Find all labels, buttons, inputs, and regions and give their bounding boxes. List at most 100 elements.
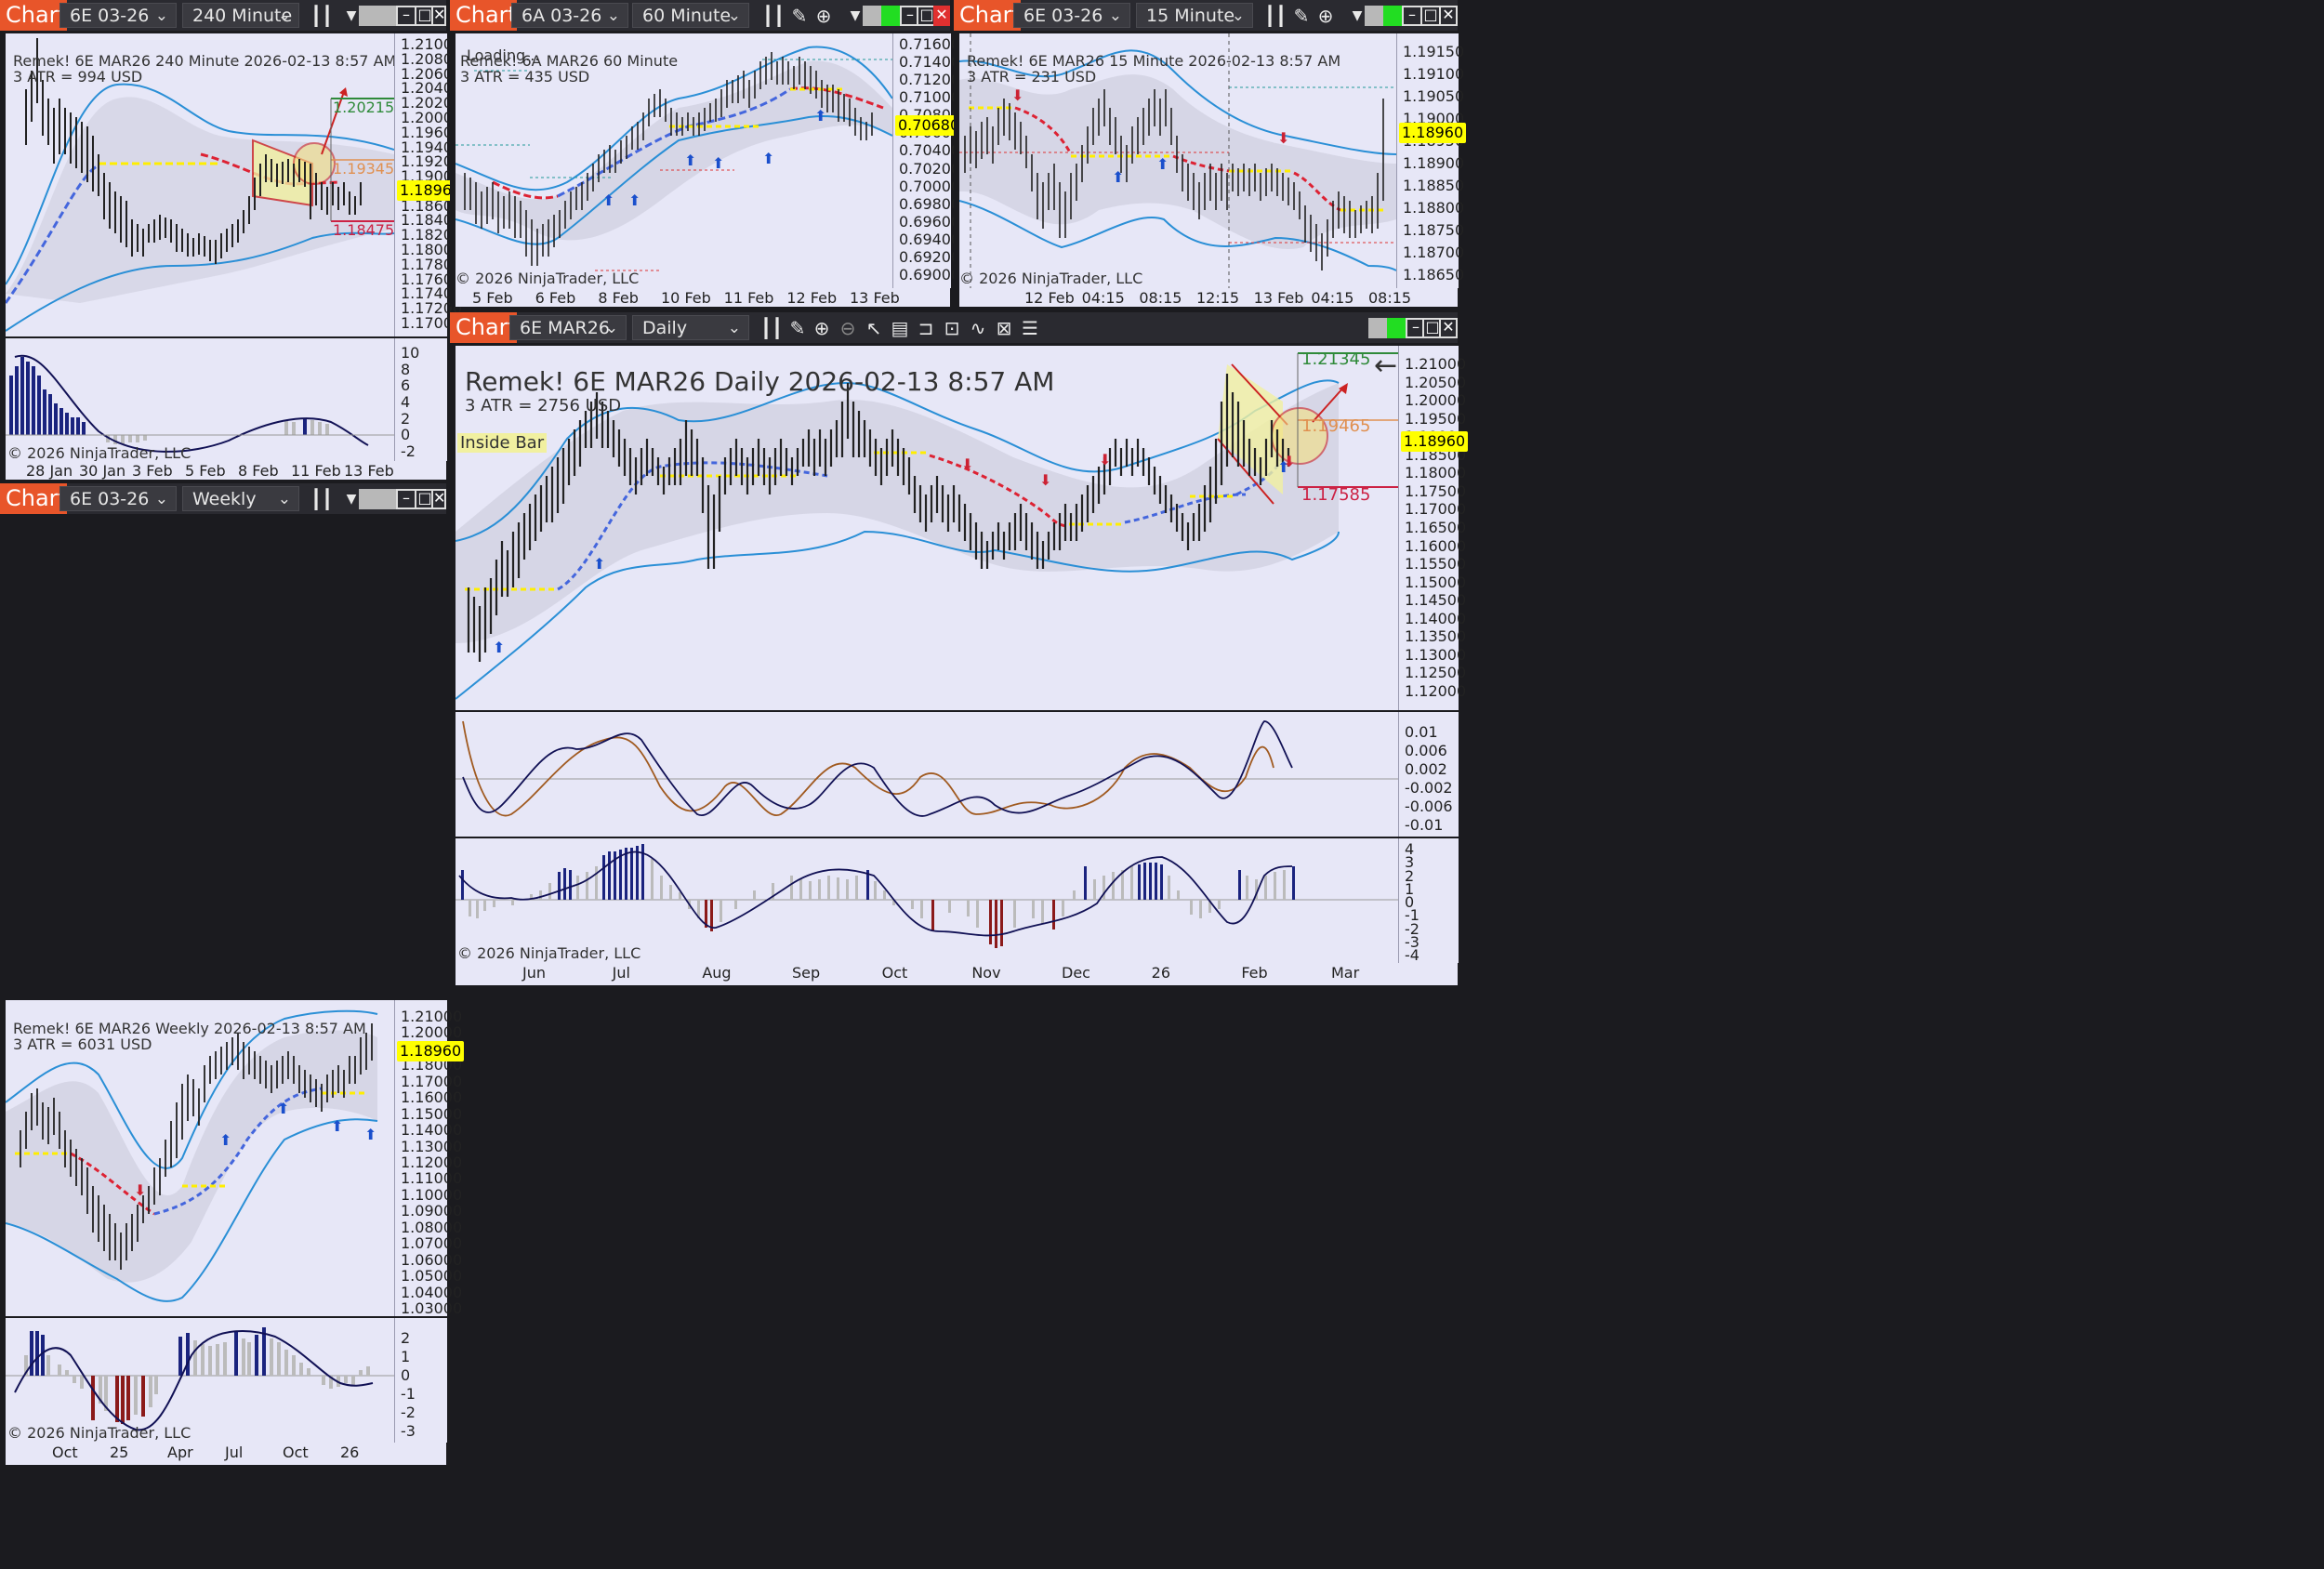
minimize-button[interactable]: – — [1402, 6, 1422, 26]
minimize-button[interactable]: – — [396, 489, 416, 509]
zoom-in-icon[interactable]: ⊕ — [813, 317, 830, 339]
axis-tick-label: 1.09000 — [401, 1202, 463, 1220]
axis-tick-label: 1.04000 — [401, 1283, 463, 1301]
price-panel[interactable]: Remek! 6E MAR26 240 Minute 2026-02-13 8:… — [6, 33, 394, 336]
axis-tick-label: 1.12000 — [1405, 682, 1467, 700]
chart-title: Remek! 6E MAR26 Weekly 2026-02-13 8:57 A… — [13, 1020, 366, 1037]
axis-tick-label: -3 — [401, 1422, 416, 1440]
instrument-selector[interactable]: 6E 03-26 ⌄ — [59, 3, 177, 28]
indicators-icon[interactable]: ∿ — [970, 317, 986, 339]
axis-tick-label: 1.14000 — [401, 1121, 463, 1140]
strategies-icon[interactable]: ⊠ — [996, 317, 1012, 339]
zoom-out-icon[interactable]: ⊖ — [839, 317, 856, 339]
axis-tick-label: 1.13500 — [1405, 627, 1467, 646]
chevron-down-icon: ⌄ — [1231, 7, 1245, 25]
interval-selector[interactable]: 60 Minute ⌄ — [632, 3, 749, 28]
zoom-icon[interactable]: ⊕ — [1317, 5, 1334, 27]
price-panel[interactable]: ⬇ ⬇ ⬆ ⬆ Remek! 6E MAR26 15 Minute 2026-02-… — [959, 33, 1396, 288]
axis-tick-label: -0.01 — [1405, 816, 1444, 834]
link-button[interactable] — [359, 6, 379, 26]
link-button[interactable] — [1368, 318, 1389, 338]
dropdown-arrow-icon[interactable]: ▼ — [346, 492, 357, 507]
axis-tick-label: 1.07000 — [401, 1234, 463, 1253]
price-axis: 1.210001.200001.190001.180001.170001.160… — [394, 1000, 465, 1317]
pointer-icon[interactable]: ↖ — [865, 317, 882, 339]
color-button[interactable] — [1387, 318, 1407, 338]
zoom-icon[interactable]: ⊕ — [815, 5, 832, 27]
close-icon: ✕ — [1442, 6, 1455, 23]
instrument-selector[interactable]: 6A 03-26 ⌄ — [511, 3, 628, 28]
bar-type-icon[interactable]: ┃┃ — [310, 5, 334, 27]
chevron-down-icon: ⌄ — [727, 7, 741, 25]
color-button[interactable] — [377, 6, 398, 26]
axis-tick-label: 1.17800 — [401, 255, 463, 273]
axis-tick-label: 1.15000 — [401, 1104, 463, 1123]
histogram-panel[interactable]: © 2026 NinjaTrader, LLC — [456, 838, 1398, 963]
axis-tick-label: -2 — [401, 442, 416, 460]
chart-menu-button[interactable]: Chart — [450, 0, 517, 31]
bar-type-icon[interactable]: ┃┃ — [760, 317, 784, 339]
interval-selector[interactable]: Daily ⌄ — [632, 315, 749, 340]
link-button[interactable] — [1365, 6, 1385, 26]
color-button[interactable] — [377, 489, 398, 509]
close-button[interactable]: ✕ — [1439, 318, 1458, 338]
color-button[interactable] — [881, 6, 902, 26]
axis-tick-label: 1.20600 — [401, 64, 463, 83]
maximize-icon: □ — [417, 6, 432, 23]
snapshot-icon[interactable]: ⊡ — [944, 317, 960, 339]
link-button[interactable] — [863, 6, 883, 26]
interval-selector[interactable]: Weekly ⌄ — [182, 486, 299, 511]
close-icon: ✕ — [433, 6, 446, 23]
histogram-axis: 4 3 2 1 0 -1 -2 -3 -4 — [1398, 838, 1459, 964]
instrument-selector[interactable]: 6E MAR26 ⌄ — [509, 315, 627, 340]
oscillator-panel[interactable]: © 2026 NinjaTrader, LLC — [6, 338, 394, 461]
axis-tick-label: 1.19200 — [401, 152, 463, 171]
link-button[interactable] — [359, 489, 379, 509]
cycle-oscillator-panel[interactable] — [456, 712, 1398, 837]
bar-type-icon[interactable]: ┃┃ — [762, 5, 786, 27]
chart-menu-button[interactable]: Chart — [954, 0, 1021, 31]
close-button[interactable]: ✕ — [431, 489, 446, 509]
price-axis: 1.21000 1.20800 1.20600 1.20400 1.20200 1.200… — [394, 33, 465, 336]
interval-selector[interactable]: 240 Minute ⌄ — [182, 3, 299, 28]
properties-icon[interactable]: ☰ — [1022, 317, 1038, 339]
drawing-tool-icon[interactable]: ✎ — [1293, 5, 1310, 27]
axis-tick-label: 0 — [401, 426, 411, 444]
axis-tick-label: 1.20200 — [401, 94, 463, 112]
loading-text: Loading... — [467, 46, 540, 64]
time-tick-label: 11 Feb — [291, 462, 341, 480]
dropdown-arrow-icon[interactable]: ▼ — [1352, 8, 1363, 23]
price-panel[interactable]: ⬇ ⬇ ⬇ ⬇ ⬆ ⬆ ⬆ Remek! 6E MAR26 Daily 2026-02-1… — [456, 346, 1398, 710]
data-box-icon[interactable]: ▤ — [891, 317, 909, 339]
svg-text:⬇: ⬇ — [134, 1181, 146, 1199]
close-button[interactable]: ✕ — [1439, 6, 1458, 26]
close-button[interactable]: ✕ — [431, 6, 446, 26]
axis-tick-label: 1.19600 — [401, 123, 463, 141]
instrument-selector[interactable]: 6E 03-26 ⌄ — [1013, 3, 1130, 28]
drawing-tool-icon[interactable]: ✎ — [789, 317, 806, 339]
drawing-tool-icon[interactable]: ✎ — [791, 5, 808, 27]
dropdown-arrow-icon[interactable]: ▼ — [850, 8, 861, 23]
bar-type-icon[interactable]: ┃┃ — [310, 488, 334, 510]
interval-selector[interactable]: 15 Minute ⌄ — [1136, 3, 1253, 28]
oscillator-panel[interactable]: © 2026 NinjaTrader, LLC — [6, 1318, 394, 1443]
chart-menu-button[interactable]: Chart — [0, 483, 67, 514]
chart-menu-button[interactable]: Chart — [450, 312, 517, 343]
templates-icon[interactable]: ⊐ — [918, 317, 934, 339]
price-panel[interactable]: ⬆ ⬆ ⬆ ⬆ ⬆ ⬆ Loading... Remek! 6A MAR26 60 Min… — [456, 33, 892, 288]
dropdown-arrow-icon[interactable]: ▼ — [346, 8, 357, 23]
maximize-button[interactable]: □ — [1422, 318, 1443, 338]
minimize-button[interactable]: – — [396, 6, 416, 26]
instrument-selector[interactable]: 6E 03-26 ⌄ — [59, 486, 177, 511]
svg-text:⬆: ⬆ — [602, 191, 614, 209]
chart-menu-button[interactable]: Chart — [0, 0, 67, 31]
close-button[interactable]: ✕ — [933, 6, 950, 26]
arrow-left-icon[interactable]: ← — [1374, 349, 1398, 382]
maximize-button[interactable]: □ — [1420, 6, 1441, 26]
color-button[interactable] — [1383, 6, 1404, 26]
time-tick-label: 26 — [1151, 964, 1171, 982]
axis-tick-label: 1.20000 — [401, 1023, 463, 1042]
bar-type-icon[interactable]: ┃┃ — [1264, 5, 1287, 27]
time-tick-label: Dec — [1062, 964, 1090, 982]
price-panel[interactable]: ⬇ ⬆ ⬆ ⬆ ⬆ — [6, 1000, 394, 1316]
